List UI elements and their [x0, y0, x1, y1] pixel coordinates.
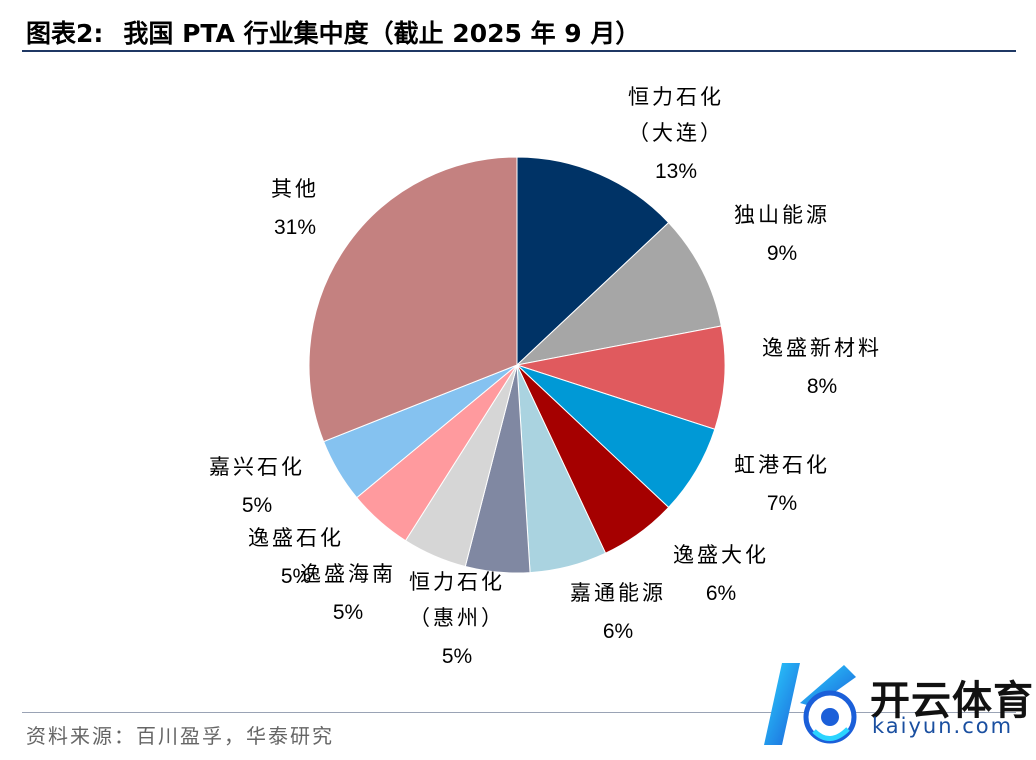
slice-label-2: 独山能源 9% — [734, 203, 830, 265]
slice-name-text: 逸盛大化 — [673, 543, 769, 567]
slice-name-text: 恒力石化 — [628, 85, 724, 109]
slice-percent-text: 5% — [242, 494, 272, 517]
slice-label-7: 恒力石化 （惠州） 5% — [409, 570, 505, 668]
slice-percent-text: 13% — [655, 160, 697, 183]
slice-name-text: 其他 — [271, 177, 319, 201]
slice-percent-text: 5% — [333, 601, 363, 624]
slice-label-10: 嘉兴石化 5% — [209, 455, 305, 517]
slice-name-text: 虹港石化 — [734, 453, 830, 477]
slice-name-text: 恒力石化 — [409, 570, 505, 594]
title-rule — [22, 50, 1016, 52]
slice-percent-text: 31% — [274, 216, 316, 239]
slice-name-text: 嘉通能源 — [570, 581, 666, 605]
slice-percent-text: 6% — [603, 620, 633, 643]
slice-label-4: 虹港石化 7% — [734, 453, 830, 515]
watermark-domain: kaiyun.com — [872, 714, 1014, 738]
slice-name-text: 逸盛石化 — [248, 526, 344, 550]
chart-title: 图表2: 我国 PTA 行业集中度（截止 2025 年 9 月） — [26, 14, 640, 50]
slice-percent-text: 5% — [281, 565, 311, 588]
watermark-logo — [752, 655, 1028, 755]
slice-name-text: （惠州） — [409, 606, 505, 630]
slice-label-1: 恒力石化 （大连） 13% — [628, 85, 724, 183]
slice-percent-text: 6% — [706, 582, 736, 605]
pie-slice-1 — [516, 156, 670, 367]
pie-slice-3 — [516, 325, 726, 430]
figure-number: 图表2: — [26, 19, 104, 48]
slice-percent-text: 9% — [767, 242, 797, 265]
slice-label-11: 其他 31% — [271, 177, 319, 239]
slice-name-text: （大连） — [628, 121, 724, 145]
source-rule — [22, 712, 1016, 713]
slice-label-5: 逸盛大化 6% — [673, 543, 769, 605]
slice-label-9: 逸盛石化 5% — [248, 526, 344, 588]
slice-name-text: 逸盛新材料 — [762, 336, 882, 360]
slice-name-text: 独山能源 — [734, 203, 830, 227]
slice-percent-text: 5% — [442, 645, 472, 668]
slice-label-8: 逸盛海南 5% — [300, 562, 396, 624]
pie-slice-11 — [308, 156, 518, 443]
slice-label-6: 嘉通能源 6% — [570, 581, 666, 643]
slice-percent-text: 7% — [767, 492, 797, 515]
slice-label-3: 逸盛新材料 8% — [762, 336, 882, 398]
pie-slice-2 — [515, 221, 722, 366]
slice-percent-text: 8% — [807, 375, 837, 398]
watermark-brand: 开云体育 — [870, 678, 1034, 724]
kaiyun-logo-icon — [764, 663, 857, 745]
source-note: 资料来源：百川盈孚，华泰研究 — [26, 724, 334, 748]
figure-title: 我国 PTA 行业集中度（截止 2025 年 9 月） — [123, 19, 641, 48]
slice-name-text: 嘉兴石化 — [209, 455, 305, 479]
slice-name-text: 逸盛海南 — [300, 562, 396, 586]
